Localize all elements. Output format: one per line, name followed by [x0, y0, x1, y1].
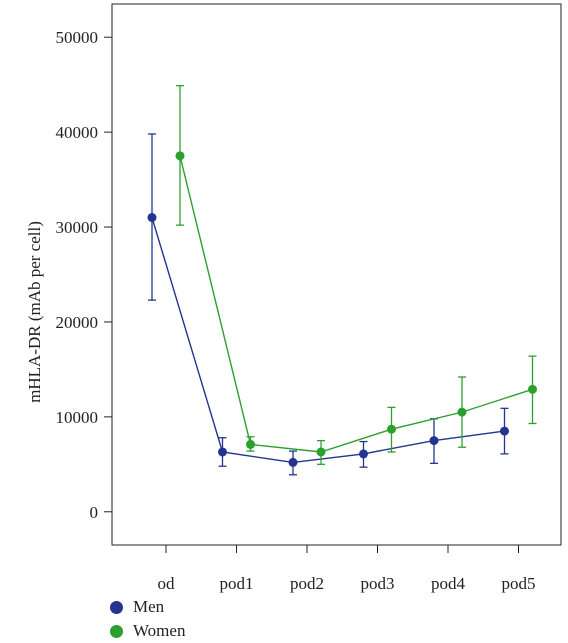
y-axis-ticks: 0 10000 20000 30000 40000 50000 — [56, 28, 112, 522]
legend-item-women: Women — [110, 619, 185, 643]
x-tick-label: od — [158, 574, 176, 593]
x-tick-label: pod4 — [431, 574, 466, 593]
plot-border — [111, 3, 562, 546]
series-layer — [147, 84, 537, 476]
series-women — [175, 84, 537, 465]
data-point — [316, 447, 326, 457]
data-point — [500, 426, 509, 436]
y-tick-label: 30000 — [56, 218, 99, 237]
y-tick-label: 10000 — [56, 408, 99, 427]
legend-item-men: Men — [110, 595, 185, 619]
legend-swatch-men — [110, 600, 123, 614]
data-point — [359, 449, 368, 459]
y-tick-label: 40000 — [56, 123, 99, 142]
data-point — [246, 439, 255, 449]
series-line — [179, 155, 533, 453]
series-line — [151, 217, 505, 464]
y-axis-label: mHLA-DR (mAb per cell) — [25, 221, 44, 403]
legend-label-men: Men — [133, 597, 165, 616]
x-axis-ticks: od pod1 pod2 pod3 pod4 pod5 — [158, 545, 536, 593]
data-point — [218, 447, 227, 457]
y-tick-label: 20000 — [56, 313, 99, 332]
series-men — [147, 133, 509, 476]
data-point — [147, 213, 157, 223]
x-tick-label: pod2 — [290, 574, 324, 593]
x-tick-label: pod5 — [502, 574, 536, 593]
data-point — [457, 407, 467, 417]
y-tick-label: 50000 — [56, 28, 99, 47]
plot-frame — [111, 3, 562, 546]
data-point — [288, 457, 298, 467]
data-point — [175, 151, 185, 161]
y-tick-label: 0 — [90, 503, 99, 522]
x-tick-label: pod3 — [361, 574, 395, 593]
legend-label-women: Women — [133, 621, 186, 640]
data-point — [429, 436, 439, 446]
data-point — [528, 384, 537, 394]
data-point — [387, 424, 396, 434]
legend: Men Women — [110, 595, 185, 643]
legend-swatch-women — [110, 624, 123, 638]
x-tick-label: pod1 — [220, 574, 254, 593]
